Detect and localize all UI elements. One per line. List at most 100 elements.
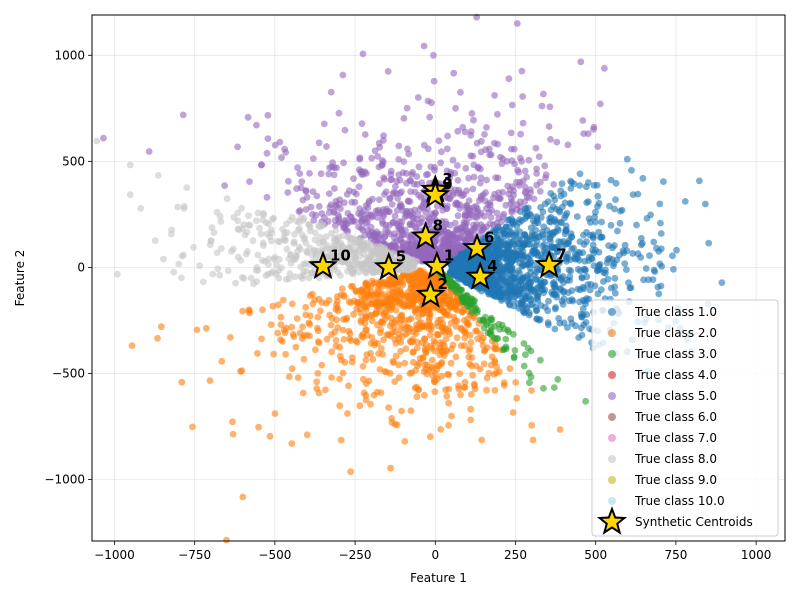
data-point	[650, 238, 658, 246]
data-point	[206, 377, 214, 384]
data-point	[319, 245, 327, 253]
data-point	[491, 386, 499, 394]
data-point	[619, 247, 627, 255]
data-point	[343, 227, 350, 234]
data-point	[288, 440, 296, 447]
data-point	[380, 212, 387, 220]
data-point	[296, 225, 303, 233]
data-point	[621, 241, 629, 249]
data-point	[327, 88, 335, 96]
data-point	[503, 278, 510, 286]
data-point	[487, 290, 495, 298]
data-point	[249, 237, 257, 245]
data-point	[470, 380, 478, 388]
data-point	[292, 253, 300, 261]
data-point	[589, 241, 597, 249]
data-point	[234, 143, 242, 151]
data-point	[567, 315, 575, 323]
data-point	[575, 256, 583, 264]
data-point	[653, 244, 660, 252]
data-point	[264, 135, 272, 143]
data-point	[230, 213, 238, 221]
data-point	[649, 276, 657, 283]
data-point	[317, 307, 324, 315]
data-point	[473, 214, 481, 221]
data-point	[370, 248, 378, 256]
data-point	[542, 245, 550, 252]
data-point	[409, 215, 417, 222]
data-point	[529, 436, 537, 444]
data-point	[562, 222, 570, 230]
data-point	[579, 117, 587, 124]
data-point	[546, 103, 554, 111]
data-point	[276, 138, 284, 146]
data-point	[312, 346, 319, 354]
data-point	[390, 280, 398, 287]
data-point	[380, 244, 388, 252]
data-point	[625, 279, 632, 287]
data-point	[345, 327, 353, 335]
data-point	[537, 178, 544, 186]
data-point	[398, 188, 405, 196]
data-point	[469, 152, 477, 160]
data-point	[362, 326, 370, 333]
data-point	[524, 209, 531, 216]
x-tick-label: −750	[178, 548, 211, 562]
legend-marker	[608, 413, 616, 421]
data-point	[325, 296, 333, 304]
data-point	[493, 363, 500, 371]
data-point	[313, 385, 321, 392]
data-point	[531, 220, 539, 228]
data-point	[421, 391, 428, 399]
data-point	[406, 337, 414, 345]
data-point	[454, 299, 462, 307]
data-point	[532, 144, 540, 152]
y-tick-label: 1000	[54, 48, 85, 62]
data-point	[399, 255, 407, 263]
data-point	[480, 324, 488, 332]
data-point	[413, 393, 421, 401]
data-point	[286, 217, 294, 224]
data-point	[278, 154, 285, 162]
data-point	[397, 347, 404, 355]
data-point	[439, 327, 447, 335]
data-point	[343, 190, 351, 198]
data-point	[232, 279, 239, 287]
data-point	[439, 300, 447, 307]
data-point	[521, 231, 529, 239]
data-point	[705, 239, 713, 247]
data-point	[585, 215, 593, 223]
data-point	[545, 321, 552, 329]
data-point	[311, 236, 319, 244]
data-point	[409, 301, 417, 308]
data-point	[353, 190, 360, 198]
data-point	[270, 350, 277, 358]
data-point	[465, 174, 472, 182]
data-point	[239, 307, 247, 315]
data-point	[534, 252, 542, 259]
data-point	[474, 335, 481, 343]
data-point	[535, 316, 543, 324]
data-point	[358, 120, 366, 127]
data-point	[611, 289, 619, 297]
data-point	[155, 172, 162, 179]
data-point	[595, 199, 603, 207]
data-point	[246, 221, 254, 229]
data-point	[391, 420, 399, 428]
data-point	[333, 316, 340, 324]
data-point	[364, 218, 371, 226]
data-point	[547, 136, 554, 143]
data-point	[397, 200, 405, 208]
data-point	[391, 328, 399, 336]
data-point	[582, 319, 590, 326]
data-point	[545, 123, 553, 130]
data-point	[408, 290, 416, 297]
data-point	[239, 493, 247, 501]
data-point	[252, 217, 260, 225]
data-point	[519, 119, 527, 127]
data-point	[289, 331, 297, 338]
data-point	[525, 311, 533, 319]
data-point	[229, 418, 236, 426]
data-point	[284, 177, 292, 185]
data-point	[516, 178, 524, 186]
